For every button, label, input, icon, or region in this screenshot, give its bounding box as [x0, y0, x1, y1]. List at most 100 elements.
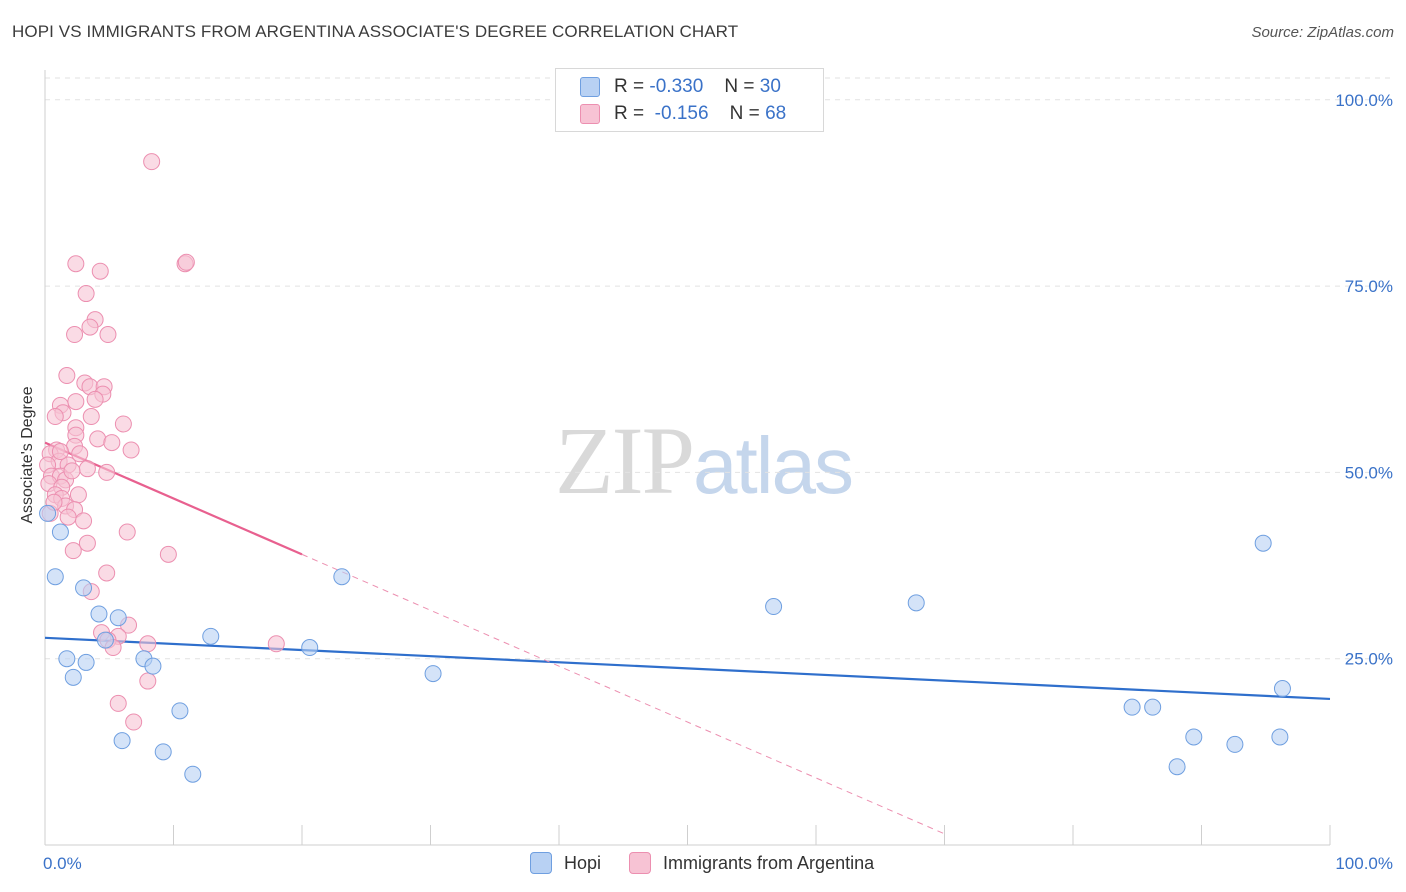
y-tick-label: 25.0%	[1345, 650, 1393, 669]
legend-r-label: R =	[614, 103, 645, 124]
legend-item-argentina[interactable]: Immigrants from Argentina	[629, 852, 874, 874]
legend-n-label: N =	[724, 76, 755, 97]
legend-r-value: -0.330	[649, 76, 704, 97]
legend-swatch-argentina	[580, 104, 600, 124]
hopi-point	[154, 743, 172, 761]
legend-r-label: R =	[614, 76, 645, 97]
legend-row-hopi: R = -0.330 N = 30	[580, 75, 781, 99]
tick-labels: 25.0% 50.0% 75.0% 100.0% 0.0% 100.0%	[43, 91, 1393, 873]
watermark-atlas: atlas	[693, 421, 854, 510]
hopi-point	[1144, 698, 1162, 716]
argentina-point	[159, 545, 177, 563]
hopi-point	[1185, 728, 1203, 746]
legend-n-value: 30	[759, 76, 781, 97]
argentina-point	[86, 390, 104, 408]
argentina-point	[122, 441, 140, 459]
hopi-point	[51, 523, 69, 541]
argentina-point	[78, 534, 96, 552]
x-tick-label: 0.0%	[43, 854, 82, 873]
hopi-point	[907, 594, 925, 612]
argentina-trend-extension	[301, 553, 945, 835]
x-tick-label: 100.0%	[1335, 854, 1393, 873]
hopi-point	[109, 609, 127, 627]
argentina-point	[82, 408, 100, 426]
chart-title: HOPI VS IMMIGRANTS FROM ARGENTINA ASSOCI…	[12, 22, 739, 41]
correlation-legend: R = -0.330 N = 30 R = -0.156 N = 68	[555, 68, 824, 132]
hopi-point	[96, 631, 114, 649]
argentina-point	[139, 635, 157, 653]
argentina-point	[91, 262, 109, 280]
argentina-point	[177, 253, 195, 271]
hopi-point	[64, 668, 82, 686]
argentina-point	[71, 445, 89, 463]
hopi-point	[424, 665, 442, 683]
y-tick-label: 100.0%	[1335, 91, 1393, 110]
argentina-point	[64, 542, 82, 560]
argentina-point	[114, 415, 132, 433]
hopi-point	[1168, 758, 1186, 776]
watermark: ZIPatlas	[555, 405, 854, 516]
argentina-point	[78, 460, 96, 478]
legend-n-label: N =	[729, 103, 760, 124]
argentina-point	[58, 367, 76, 385]
argentina-point	[98, 463, 116, 481]
hopi-point	[144, 657, 162, 675]
argentina-point	[63, 462, 81, 480]
argentina-point	[143, 153, 161, 171]
y-tick-label: 75.0%	[1345, 277, 1393, 296]
legend-n-value: 68	[765, 103, 787, 124]
argentina-point	[267, 635, 285, 653]
argentina-point	[109, 694, 127, 712]
watermark-zip: ZIP	[555, 407, 695, 514]
hopi-point	[113, 732, 131, 750]
trend-lines	[44, 441, 1331, 835]
hopi-point	[1273, 680, 1291, 698]
hopi-point	[90, 605, 108, 623]
argentina-point	[118, 523, 136, 541]
argentina-point	[66, 326, 84, 344]
legend-row-argentina: R = -0.156 N = 68	[580, 102, 786, 126]
hopi-trend-line	[44, 636, 1331, 701]
argentina-point	[99, 326, 117, 344]
hopi-point	[1123, 698, 1141, 716]
hopi-point	[765, 598, 783, 616]
argentina-point	[51, 443, 69, 461]
argentina-point	[139, 672, 157, 690]
argentina-point	[89, 430, 107, 448]
axes	[44, 70, 1331, 846]
source-label: Source: ZipAtlas.com	[1251, 24, 1394, 41]
hopi-point	[1226, 735, 1244, 753]
hopi-point	[77, 653, 95, 671]
argentina-point	[67, 255, 85, 273]
legend-swatch-hopi	[530, 852, 552, 874]
hopi-point	[75, 579, 93, 597]
legend-item-hopi[interactable]: Hopi	[530, 852, 601, 874]
hopi-point	[1271, 728, 1289, 746]
hopi-point	[202, 627, 220, 645]
hopi-point	[39, 504, 57, 522]
series-legend: Hopi Immigrants from Argentina	[530, 852, 902, 874]
argentina-point	[67, 393, 85, 411]
argentina-point	[77, 285, 95, 303]
argentina-point	[59, 508, 77, 526]
legend-swatch-argentina	[629, 852, 652, 874]
legend-label-hopi: Hopi	[564, 852, 602, 873]
argentina-point	[81, 318, 99, 336]
legend-label-argentina: Immigrants from Argentina	[663, 852, 875, 873]
legend-swatch-hopi	[580, 77, 600, 97]
hopi-point	[301, 639, 319, 657]
y-tick-label: 50.0%	[1345, 463, 1393, 482]
hopi-point	[46, 568, 64, 586]
argentina-point	[69, 486, 87, 504]
grid-lines	[45, 77, 1392, 660]
hopi-point	[1254, 534, 1272, 552]
hopi-point	[58, 650, 76, 668]
hopi-point	[184, 765, 202, 783]
argentina-point	[103, 434, 121, 452]
legend-r-value: -0.156	[654, 103, 709, 124]
argentina-point	[98, 564, 116, 582]
data-points	[39, 153, 1291, 783]
argentina-point	[75, 512, 93, 530]
hopi-point	[171, 702, 189, 720]
